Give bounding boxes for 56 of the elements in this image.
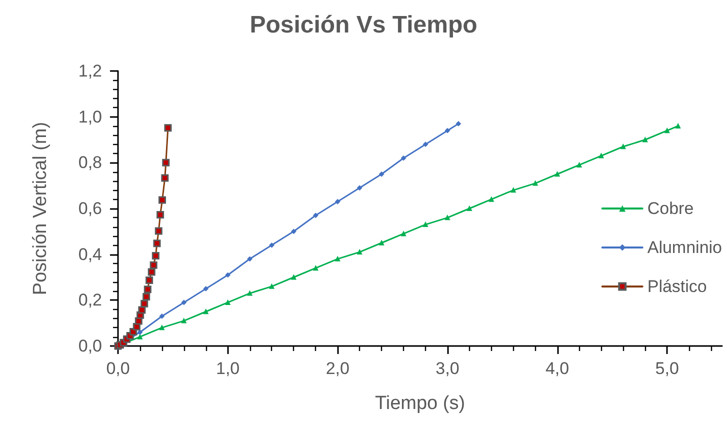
point bbox=[313, 266, 318, 271]
point bbox=[379, 240, 384, 246]
y-tick-label: 1,2 bbox=[78, 62, 102, 80]
x-tick-label: 1,0 bbox=[216, 359, 240, 378]
point bbox=[456, 121, 461, 126]
legend-label: Plástico bbox=[647, 277, 707, 296]
x-tick-label: 2,0 bbox=[326, 359, 350, 378]
point bbox=[181, 318, 186, 324]
point bbox=[401, 231, 406, 236]
point bbox=[269, 284, 274, 289]
x-tick-label: 5,0 bbox=[655, 359, 679, 378]
x-tick-label: 3,0 bbox=[436, 359, 460, 378]
point bbox=[313, 212, 318, 218]
point bbox=[422, 142, 428, 147]
point bbox=[225, 272, 230, 278]
point bbox=[335, 199, 340, 204]
x-tick-label: 0,0 bbox=[106, 359, 130, 378]
y-tick-label: 0,2 bbox=[78, 290, 102, 310]
y-tick-label: 0,0 bbox=[78, 336, 102, 356]
point bbox=[664, 128, 670, 134]
point bbox=[203, 286, 208, 292]
y-axis-title: Posición Vertical (m) bbox=[30, 122, 51, 296]
point bbox=[488, 196, 494, 202]
point bbox=[203, 309, 208, 314]
point bbox=[137, 334, 142, 340]
x-tick-label: 4,0 bbox=[545, 359, 570, 378]
point bbox=[620, 144, 626, 150]
legend-label: Cobre bbox=[647, 199, 694, 218]
point bbox=[335, 256, 340, 262]
point bbox=[532, 180, 538, 186]
point bbox=[576, 162, 582, 168]
point bbox=[554, 172, 560, 177]
point bbox=[247, 290, 252, 296]
point bbox=[159, 325, 164, 330]
point bbox=[642, 137, 648, 142]
y-tick-label: 0,8 bbox=[78, 153, 102, 172]
point bbox=[269, 242, 274, 248]
point bbox=[181, 300, 186, 305]
point bbox=[159, 314, 164, 319]
y-tick-label: 0,4 bbox=[78, 244, 102, 264]
chart-title: Posición Vs Tiempo bbox=[250, 12, 478, 38]
y-tick-label: 1,0 bbox=[78, 107, 102, 126]
point bbox=[247, 256, 252, 262]
point bbox=[598, 153, 604, 158]
point bbox=[401, 156, 406, 161]
point bbox=[291, 274, 296, 280]
x-axis-title: Tiempo (s) bbox=[374, 393, 466, 414]
point bbox=[225, 300, 230, 305]
y-tick-label: 0,6 bbox=[78, 199, 102, 218]
point bbox=[291, 228, 296, 234]
point bbox=[444, 128, 450, 134]
point bbox=[379, 172, 384, 177]
legend-label: Alumninio bbox=[647, 238, 722, 257]
point bbox=[444, 215, 450, 220]
point bbox=[357, 185, 362, 190]
point bbox=[510, 188, 516, 193]
